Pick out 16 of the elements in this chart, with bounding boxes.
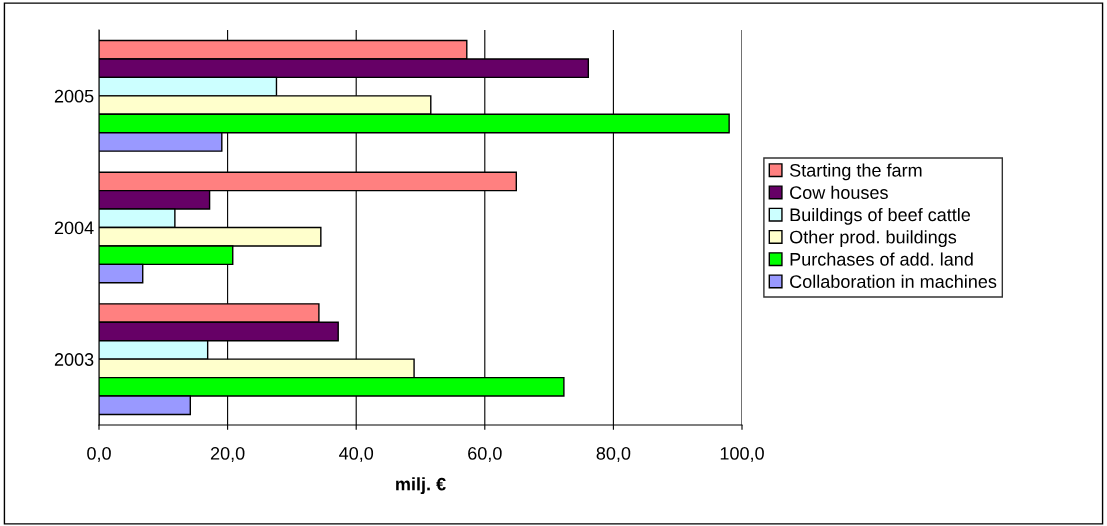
x-tick-label: 60,0 (468, 447, 502, 462)
legend-label: Collaboration in machines (790, 274, 997, 288)
x-tick-label: 0,0 (87, 447, 111, 462)
legend-label: Other prod. buildings (790, 230, 957, 248)
x-tick-label: 20,0 (210, 447, 245, 462)
legend-label: Starting the farm (789, 163, 922, 181)
x-axis-title: milj. € (396, 477, 446, 495)
y-tick-label: 2005 (54, 89, 94, 103)
legend-label: Cow houses (790, 185, 888, 199)
y-tick-label: 2004 (54, 221, 94, 235)
x-tick-label: 40,0 (339, 447, 374, 462)
legend-label: Buildings of beef cattle (790, 207, 971, 225)
legend-label: Purchases of add. land (790, 252, 973, 266)
x-tick-label: 80,0 (596, 447, 631, 462)
x-tick-label: 100,0 (720, 447, 764, 462)
y-tick-label: 2003 (54, 353, 94, 366)
